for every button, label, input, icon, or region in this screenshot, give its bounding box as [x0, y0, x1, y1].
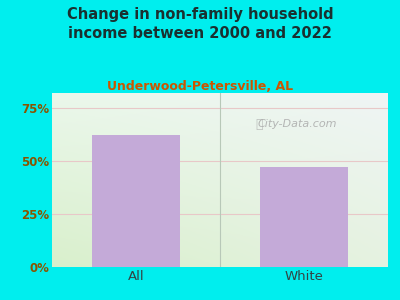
Text: City-Data.com: City-Data.com: [258, 119, 337, 129]
Text: ⓘ: ⓘ: [255, 118, 262, 131]
Bar: [260, 167, 348, 267]
Text: Change in non-family household
income between 2000 and 2022: Change in non-family household income be…: [67, 8, 333, 41]
Bar: [92, 135, 180, 267]
Text: Underwood-Petersville, AL: Underwood-Petersville, AL: [107, 80, 293, 92]
